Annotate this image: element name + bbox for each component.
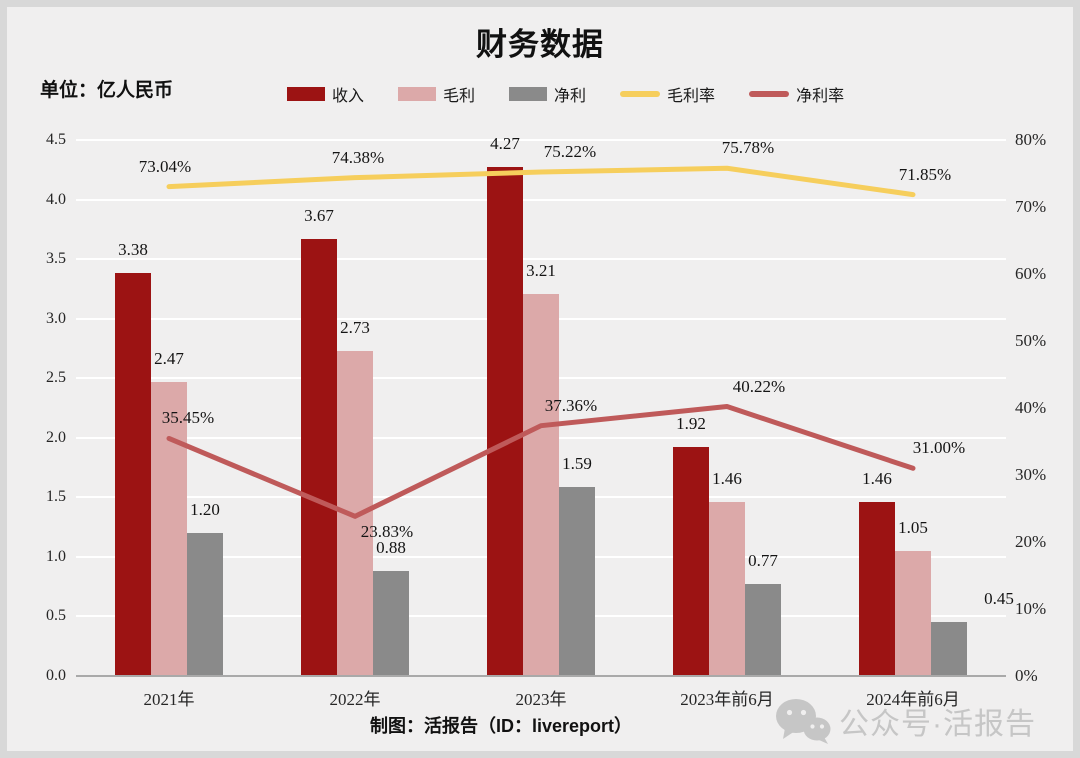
value-label-净利-2023年: 1.59 <box>562 453 592 473</box>
right-axis-tick-label: 80% <box>1015 130 1047 149</box>
chart-canvas: 财务数据 单位：亿人民币 收入 毛利 净利 毛利率 净利率 0.0 0.5 1.0 1… <box>7 7 1073 751</box>
legend-item-net-margin: 净利率 <box>749 82 844 106</box>
bar-毛利-2023年 <box>523 293 559 676</box>
value-label-收入-2023年: 4.27 <box>490 134 520 154</box>
x-axis-line <box>76 675 1006 677</box>
毛利率-line <box>166 165 916 198</box>
bar-收入-2022年 <box>301 238 337 676</box>
value-label-毛利-2024年前6月: 1.05 <box>898 517 928 537</box>
left-axis-tick-label: 0.0 <box>46 667 66 684</box>
legend-label: 净利率 <box>796 88 845 105</box>
legend-label: 毛利 <box>443 88 476 105</box>
value-label-收入-2022年: 3.67 <box>304 205 334 225</box>
right-axis-tick-label: 50% <box>1015 331 1047 350</box>
gross-margin-line-swatch-icon <box>620 91 661 97</box>
left-axis-tick-label: 3.0 <box>46 309 66 327</box>
right-axis-tick-label: 30% <box>1015 465 1047 484</box>
category-label: 2023年前6月 <box>680 690 774 709</box>
revenue-swatch-icon <box>287 87 325 101</box>
category-label: 2024年前6月 <box>866 690 960 709</box>
left-axis-tick-label: 2.0 <box>46 428 66 446</box>
net-profit-swatch-icon <box>509 87 548 101</box>
left-axis-tick-label: 3.5 <box>46 250 66 268</box>
value-label-收入-2024年前6月: 1.46 <box>862 469 892 489</box>
bar-收入-2024年前6月 <box>859 502 895 676</box>
legend-label: 收入 <box>332 88 365 105</box>
percent-label-毛利率-2023年前6月: 75.78% <box>721 138 775 158</box>
bar-净利-2023年前6月 <box>745 584 781 676</box>
value-label-收入-2021年: 3.38 <box>118 240 148 260</box>
gridline <box>76 139 1006 141</box>
right-axis-tick-label: 10% <box>1015 599 1047 618</box>
category-label: 2023年 <box>515 690 567 709</box>
value-label-净利-2021年: 1.20 <box>190 500 220 520</box>
right-axis-tick-label: 0% <box>1015 666 1038 685</box>
percent-label-毛利率-2023年: 75.22% <box>543 142 597 162</box>
value-label-毛利-2022年: 2.73 <box>340 317 370 337</box>
value-label-净利-2023年前6月: 0.77 <box>748 551 778 571</box>
bar-毛利-2024年前6月 <box>895 550 931 676</box>
right-axis-tick-label: 40% <box>1015 398 1047 417</box>
credit-line: 制图：活报告（ID：livereport） <box>370 716 633 736</box>
category-label: 2022年 <box>329 690 381 709</box>
legend-label: 毛利率 <box>667 88 716 105</box>
category-label: 2021年 <box>143 690 195 709</box>
left-axis-tick-label: 2.5 <box>46 369 66 387</box>
percent-label-净利率-2021年: 35.45% <box>161 408 215 428</box>
right-axis-tick-label: 20% <box>1015 532 1047 551</box>
bar-净利-2021年 <box>187 533 223 676</box>
legend-label: 净利 <box>554 88 587 105</box>
bar-收入-2021年 <box>115 273 151 676</box>
right-axis-tick-label: 70% <box>1015 197 1047 216</box>
value-label-毛利-2023年: 3.21 <box>526 260 556 280</box>
bar-净利-2024年前6月 <box>931 622 967 676</box>
watermark-text: 公众号·活报告 <box>839 708 1036 741</box>
gridline <box>76 198 1006 201</box>
bar-毛利-2023年前6月 <box>709 502 745 676</box>
left-axis-tick-label: 4.5 <box>46 131 66 148</box>
legend-item-gross-profit: 毛利 <box>398 82 475 106</box>
watermark: 公众号·活报告 <box>775 697 1036 745</box>
legend-item-gross-margin: 毛利率 <box>620 82 715 106</box>
bar-净利-2022年 <box>373 571 409 676</box>
bar-毛利-2022年 <box>337 350 373 676</box>
left-axis-tick-label: 0.5 <box>46 607 66 625</box>
right-axis-tick-label: 60% <box>1015 264 1047 283</box>
value-label-毛利-2021年: 2.47 <box>154 348 184 368</box>
percent-label-毛利率-2022年: 74.38% <box>331 147 385 167</box>
left-axis-tick-label: 1.5 <box>46 488 66 506</box>
percent-label-净利率-2023年前6月: 40.22% <box>732 376 786 396</box>
plot-area: 0.0 0.5 1.0 1.5 2.0 2.5 3.0 3.5 4.0 4.5 0% 10% 20% 30… <box>7 7 1073 751</box>
bar-收入-2023年 <box>487 167 523 676</box>
net-margin-line-swatch-icon <box>749 91 790 97</box>
value-label-净利-2022年: 0.88 <box>376 538 406 558</box>
unit-label: 单位：亿人民币 <box>40 80 174 101</box>
value-label-净利-2024年前6月: 0.45 <box>984 589 1014 609</box>
percent-label-净利率-2024年前6月: 31.00% <box>912 438 966 458</box>
wechat-icon <box>776 699 831 744</box>
value-label-收入-2023年前6月: 1.92 <box>676 414 706 434</box>
percent-label-毛利率-2024年前6月: 71.85% <box>898 164 952 184</box>
gross-profit-swatch-icon <box>398 87 437 101</box>
percent-label-净利率-2023年: 37.36% <box>544 395 598 415</box>
percent-label-净利率-2022年: 23.83% <box>360 522 414 542</box>
percent-label-毛利率-2021年: 73.04% <box>138 156 192 176</box>
legend-item-revenue: 收入 <box>287 82 364 106</box>
legend: 收入 毛利 净利 毛利率 净利率 <box>287 81 844 107</box>
chart-title: 财务数据 <box>476 27 604 62</box>
value-label-毛利-2023年前6月: 1.46 <box>712 469 742 489</box>
legend-item-net-profit: 净利 <box>509 82 586 106</box>
bar-净利-2023年 <box>559 486 595 676</box>
gridline <box>76 258 1006 261</box>
left-axis-tick-label: 4.0 <box>46 190 66 208</box>
left-axis-tick-label: 1.0 <box>46 547 66 565</box>
